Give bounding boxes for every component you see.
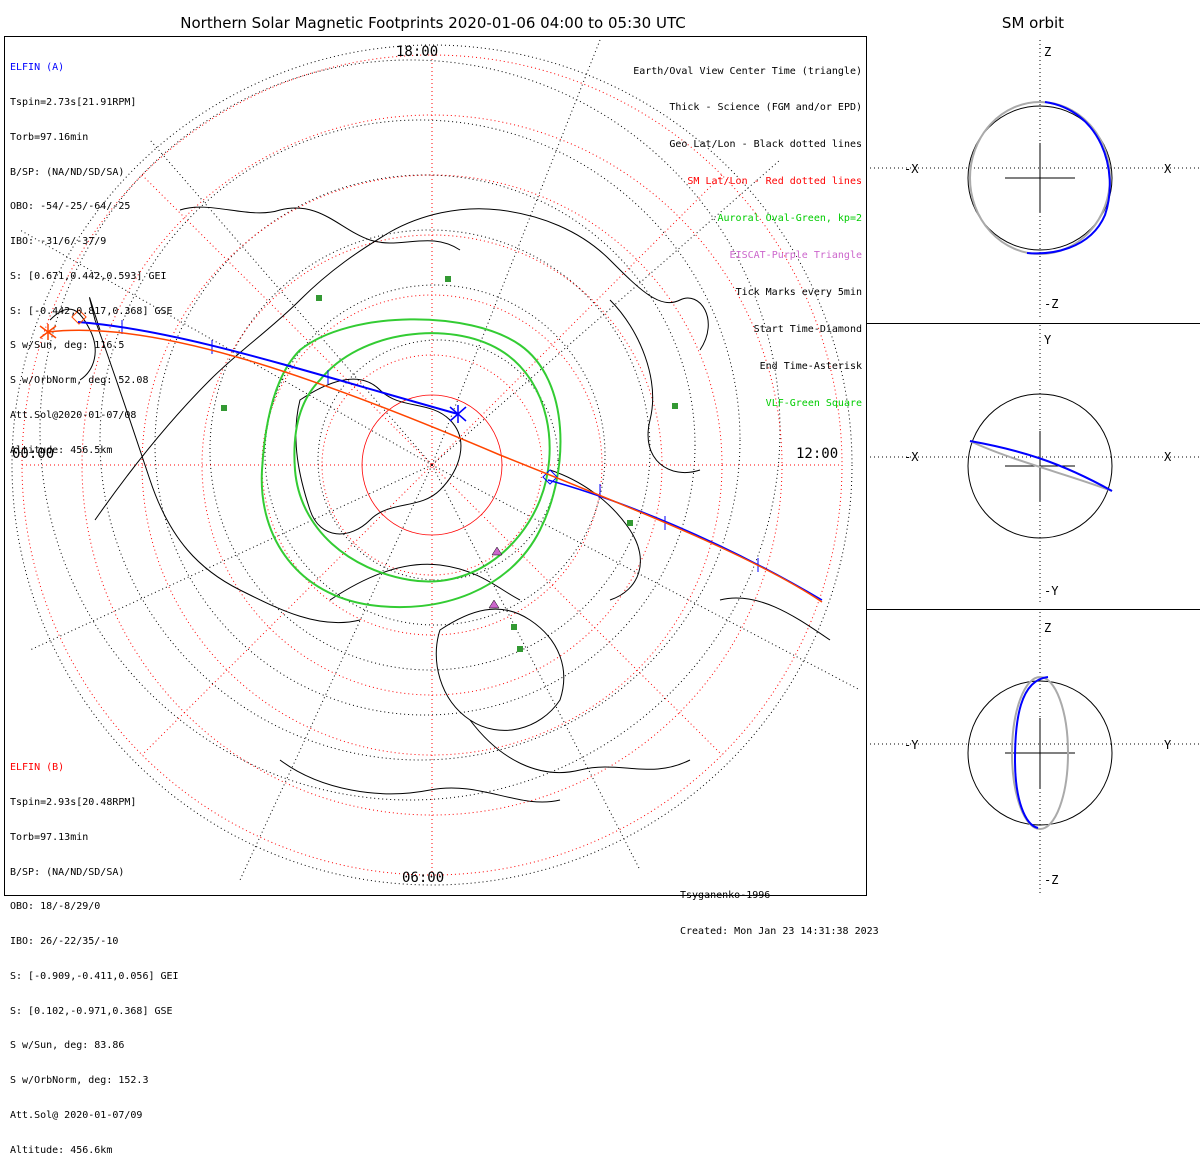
sm-orbit-title: SM orbit: [1001, 14, 1065, 32]
geo-grid: [11, 39, 861, 886]
legend-entry: Geo Lat/Lon - Black dotted lines: [669, 139, 862, 151]
info-line: IBO: -31/6/-37/9: [10, 236, 107, 248]
info-line: Altitude: 456.5km: [10, 444, 113, 456]
elfin-b-end-asterisk: [39, 324, 57, 340]
elfin-b-info: ELFIN (B) Tspin=2.93s[20.48RPM] Torb=97.…: [10, 739, 179, 1168]
eiscat-triangle: [488, 546, 503, 609]
info-line: Altitude: 456.6km: [10, 1144, 113, 1156]
main-title: Northern Solar Magnetic Footprints 2020-…: [180, 14, 686, 32]
info-line: OBO: 18/-8/29/0: [10, 901, 101, 913]
info-line: S: [-0.442,0.817,0.368] GSE: [10, 305, 173, 317]
info-line: OBO: -54/-25/-64/-25: [10, 201, 131, 213]
mlt-label-bottom: 06:00: [402, 870, 445, 886]
info-line: Torb=97.16min: [10, 131, 89, 143]
info-line: S: [0.671,0.442,0.593] GEI: [10, 270, 167, 282]
legend-entry: Earth/Oval View Center Time (triangle): [633, 65, 862, 77]
mlt-label-top: 18:00: [396, 44, 439, 60]
coastlines: [49, 206, 831, 803]
panel3-axis-right: Y: [1164, 738, 1172, 752]
sm-orbit-panel-xy: [866, 325, 1200, 605]
elfin-a-title: ELFIN (A): [10, 62, 65, 74]
elfin-a-end-asterisk: [449, 405, 467, 423]
panel3-axis-left: -Y: [904, 738, 919, 752]
elfin-a-info: ELFIN (A) Tspin=2.73s[21.91RPM] Torb=97.…: [10, 39, 173, 468]
info-line: Tspin=2.93s[20.48RPM]: [10, 796, 137, 808]
panel1-axis-bottom: -Z: [1044, 297, 1059, 311]
info-line: S w/OrbNorm, deg: 152.3: [10, 1075, 149, 1087]
panel3-axis-bottom: -Z: [1044, 873, 1059, 887]
panel2-axis-top: Y: [1044, 333, 1052, 347]
info-line: IBO: 26/-22/35/-10: [10, 936, 119, 948]
figure-canvas: [4, 36, 1200, 896]
panel1-axis-top: Z: [1044, 45, 1052, 59]
sm-orbit-panel-xz: [866, 40, 1200, 320]
panel2-axis-left: -X: [904, 450, 919, 464]
vlf-stations: [221, 276, 678, 652]
panel1-axis-left: -X: [904, 162, 919, 176]
panel2-axis-right: X: [1164, 450, 1172, 464]
legend-entry: End Time-Asterisk: [759, 360, 862, 372]
elfin-b-title: ELFIN (B): [10, 762, 65, 774]
sm-grid: [21, 54, 843, 876]
info-line: Torb=97.13min: [10, 831, 89, 843]
legend-entry: Auroral Oval-Green, kp=2: [717, 213, 863, 225]
credits: Tsyganenko-1996 Created: Mon Jan 23 14:3…: [680, 866, 879, 950]
legend-entry: SM Lat/Lon - Red dotted lines: [687, 176, 862, 188]
info-line: Att.Sol@2020-01-07/08: [10, 410, 137, 421]
elfin-b-start-diamond: [71, 309, 87, 325]
info-line: S: [-0.909,-0.411,0.056] GEI: [10, 970, 179, 982]
elfin-b-track: [39, 309, 823, 603]
info-line: Tspin=2.73s[21.91RPM]: [10, 96, 137, 108]
legend-entry: Thick - Science (FGM and/or EPD): [669, 102, 862, 114]
legend-entry: VLF-Green Square: [765, 397, 862, 409]
info-line: B/SP: (NA/ND/SD/SA): [10, 866, 125, 878]
legend-entry: EISCAT-Purple Triangle: [729, 250, 862, 262]
info-line: S w/Sun, deg: 83.86: [10, 1040, 125, 1052]
auroral-oval: [260, 318, 562, 609]
info-line: Att.Sol@ 2020-01-07/09: [10, 1110, 143, 1121]
mlt-label-left: 00:00: [12, 446, 55, 462]
model-credit: Tsyganenko-1996: [680, 890, 771, 901]
info-line: S w/OrbNorm, deg: 52.08: [10, 375, 149, 387]
mlt-label-right: 12:00: [796, 446, 839, 462]
created-timestamp: Created: Mon Jan 23 14:31:38 2023: [680, 926, 879, 937]
panel2-axis-bottom: -Y: [1044, 584, 1059, 598]
info-line: S: [0.102,-0.971,0.368] GSE: [10, 1005, 173, 1017]
info-line: S w/Sun, deg: 116.5: [10, 340, 125, 352]
legend-entry: Start Time-Diamond: [753, 323, 862, 335]
polar-map: [11, 39, 861, 886]
panel1-axis-right: X: [1164, 162, 1172, 176]
legend: Earth/Oval View Center Time (triangle) T…: [633, 41, 862, 422]
sm-orbit-panel-yz: [866, 612, 1200, 895]
panel3-axis-top: Z: [1044, 621, 1052, 635]
map-frame: [4, 36, 867, 896]
legend-entry: Tick Marks every 5min: [735, 286, 862, 298]
info-line: B/SP: (NA/ND/SD/SA): [10, 166, 125, 178]
